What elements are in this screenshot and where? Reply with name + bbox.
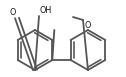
Text: O: O [84,21,91,30]
Text: OH: OH [39,6,52,15]
Text: O: O [10,8,16,17]
